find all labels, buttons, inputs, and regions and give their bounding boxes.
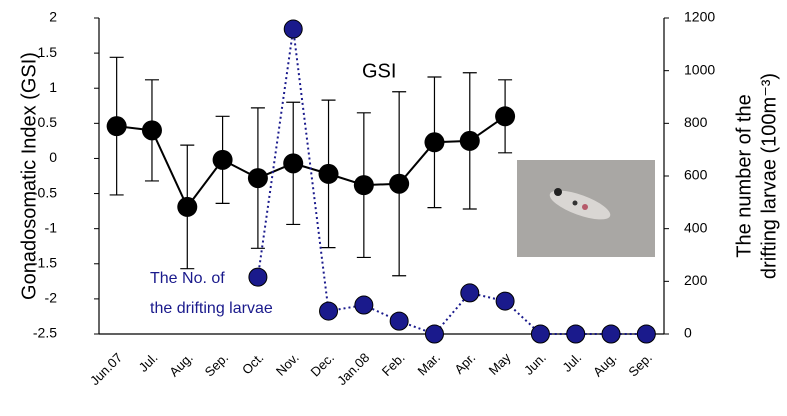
point <box>353 175 374 196</box>
photo <box>517 160 655 257</box>
x-tick-label: Aug. <box>590 350 620 380</box>
point <box>530 324 550 344</box>
x-tick-label: Jul. <box>559 350 584 375</box>
y-axis-label: Gonadosomatic Index (GSI) <box>18 52 40 300</box>
y2-axis-label: The number of the <box>733 94 755 257</box>
point <box>106 116 127 137</box>
y2-tick-label: 1200 <box>684 9 715 25</box>
point <box>389 173 410 194</box>
x-tick-label: Mar. <box>415 350 443 378</box>
point <box>247 168 268 189</box>
x-tick-label: Jan.08 <box>334 350 372 388</box>
y2-tick-label: 0 <box>684 325 692 341</box>
x-tick-label: Jun.07 <box>87 350 125 388</box>
y-tick-label: -0.5 <box>33 184 57 200</box>
x-tick-label: Sep. <box>202 350 232 380</box>
point <box>318 163 339 184</box>
point <box>389 311 409 331</box>
x-tick-label: Jun. <box>521 350 549 378</box>
point <box>495 106 516 127</box>
point <box>319 301 339 321</box>
x-tick-label: Feb. <box>379 350 408 379</box>
x-tick-label: Dec. <box>308 350 338 380</box>
point <box>495 291 515 311</box>
x-tick-label: May <box>486 350 514 378</box>
point <box>424 132 445 153</box>
point <box>459 130 480 151</box>
y-tick-label: -2.5 <box>33 325 57 341</box>
x-tick-label: Jul. <box>136 350 161 375</box>
point <box>460 283 480 303</box>
y2-tick-label: 800 <box>684 114 708 130</box>
point <box>177 196 198 217</box>
y2-tick-label: 400 <box>684 219 708 235</box>
x-tick-label: Nov. <box>273 350 302 379</box>
x-tick-label: Aug. <box>166 350 196 380</box>
point <box>141 120 162 141</box>
y-tick-label: 0.5 <box>38 114 58 130</box>
y-tick-label: 2 <box>49 9 57 25</box>
gsi-annotation: GSI <box>362 60 396 82</box>
point <box>354 295 374 315</box>
larvae-annotation: The No. of <box>150 270 225 287</box>
point <box>601 324 621 344</box>
x-tick-label: Oct. <box>239 350 266 377</box>
point <box>636 324 656 344</box>
y2-axis-label: drifting larvae (100m⁻³) <box>758 73 780 279</box>
x-tick-label: Sep. <box>625 350 655 380</box>
point <box>283 153 304 174</box>
y-tick-label: -1 <box>45 219 58 235</box>
y-tick-label: 0 <box>49 149 57 165</box>
point <box>566 324 586 344</box>
larvae-annotation: the drifting larvae <box>150 300 273 317</box>
y-tick-label: -1.5 <box>33 254 57 270</box>
point <box>424 324 444 344</box>
y-tick-label: 1 <box>49 79 57 95</box>
y2-tick-label: 1000 <box>684 61 715 77</box>
y-tick-label: 1.5 <box>38 44 58 60</box>
y2-tick-label: 600 <box>684 167 708 183</box>
point <box>283 19 303 39</box>
x-tick-label: Apr. <box>451 350 478 377</box>
y-tick-label: -2 <box>45 290 58 306</box>
series-line <box>116 115 506 209</box>
point <box>212 149 233 170</box>
point <box>248 267 268 287</box>
y2-tick-label: 200 <box>684 272 708 288</box>
